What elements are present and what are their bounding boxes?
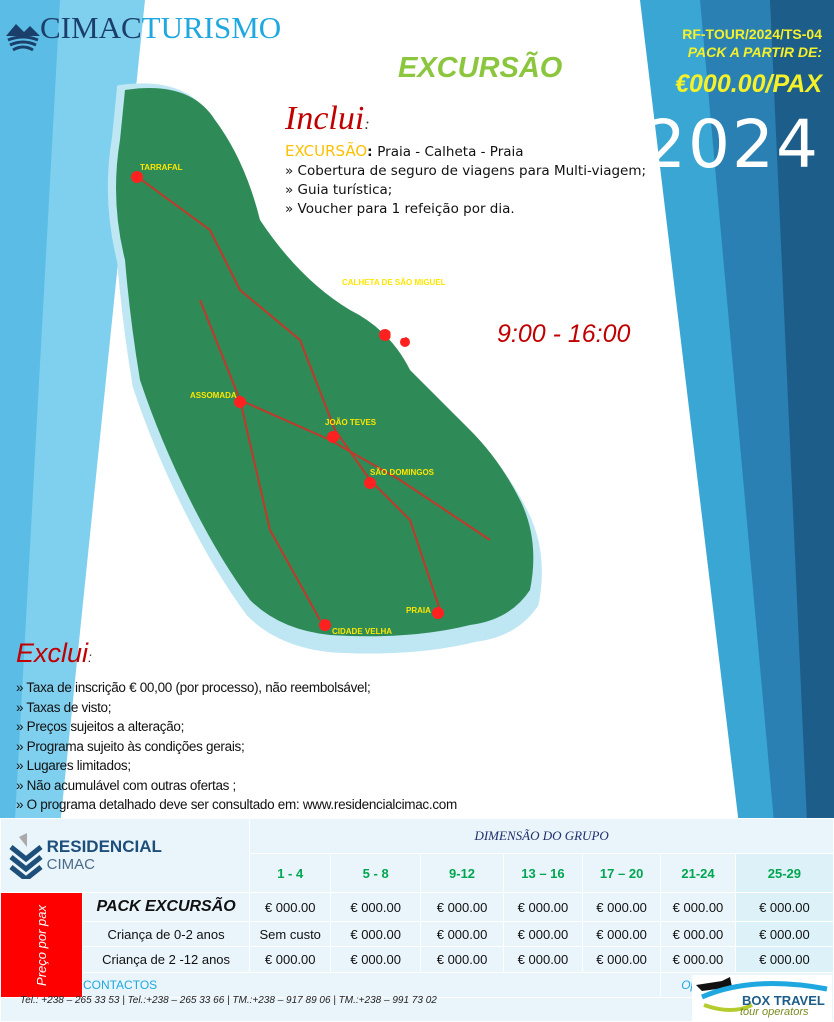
exclui-item: » Não acumulável com outras ofertas ; (16, 777, 237, 793)
range-header: 21-24 (660, 853, 736, 893)
exclui-heading: Exclui: (16, 638, 92, 668)
inclui-heading: Inclui: (285, 100, 370, 137)
exclui-item: » Programa sujeito às condições gerais; (16, 738, 245, 754)
range-header: 25-29 (734, 853, 834, 893)
exclui-item: » O programa detalhado deve ser consulta… (16, 797, 457, 812)
map-label: PRAIA (406, 606, 431, 615)
map-label: PEDRA BADEJO (390, 331, 453, 340)
table-row: Criança de 2 -12 anos € 000.00 € 000.00 € … (1, 946, 834, 973)
range-header: 13 – 16 (502, 853, 584, 893)
map-label: CALHETA DE SÃO MIGUEL (342, 278, 446, 287)
schedule-time: 9:00 - 16:00 (497, 320, 631, 348)
table-row: Preço por pax PACK EXCURSÃO € 000.00 € 00… (0, 892, 834, 998)
contact-phones: Tel.: +238 – 265 33 53 | Tel.:+238 – 265… (20, 995, 437, 1006)
price-table: RESIDENCIAL CIMAC DIMENSÃO DO GRUPO 1 - 4… (0, 818, 834, 1022)
exclui-list: » Taxa de inscrição € 00,00 (por process… (16, 678, 457, 815)
range-header: 5 - 8 (330, 853, 422, 893)
residencial-logo: RESIDENCIAL CIMAC (0, 818, 251, 893)
map-label: ASSOMADA (190, 391, 237, 400)
boat-wave-icon (696, 977, 828, 1012)
year: 2024 (644, 106, 820, 183)
residencial-logo-icon (9, 832, 43, 882)
page-title: EXCURSÃO (398, 52, 563, 84)
inclui-item: » Guia turística; (285, 182, 393, 198)
map-label: JOÃO TEVES (325, 418, 377, 427)
exclui-item: » Taxas de visto; (16, 699, 112, 715)
exclui-item: » Preços sujeitos a alteração; (16, 719, 185, 734)
range-header: 9-12 (420, 853, 504, 893)
map-label: TARRAFAL (140, 163, 183, 172)
group-size-header: DIMENSÃO DO GRUPO (249, 818, 834, 854)
cimac-logo-icon (6, 24, 40, 52)
inclui-item: » Cobertura de seguro de viagens para Mu… (285, 163, 647, 179)
reference-code: RF-TOUR/2024/TS-04 (682, 26, 822, 42)
range-header: 17 – 20 (582, 853, 662, 893)
contacts-label: CONTACTOS (81, 972, 662, 998)
inclui-item: » Voucher para 1 refeição por dia. (285, 201, 515, 217)
pack-label: PACK A PARTIR DE: (687, 44, 822, 60)
inclui-list: EXCURSÃO: Praia - Calheta - Praia » Cobe… (285, 142, 647, 217)
brand-logo: CIMACTURISMO (40, 10, 282, 45)
map-label: CIDADE VELHA (332, 627, 392, 636)
exclui-item: » Lugares limitados; (16, 758, 131, 773)
exclui-item: » Taxa de inscrição € 00,00 (por process… (16, 680, 371, 695)
range-header: 1 - 4 (249, 853, 332, 893)
map-label: SÃO DOMINGOS (370, 468, 435, 477)
price: €000.00/PAX (675, 70, 822, 98)
price-per-pax-label: Preço por pax (0, 892, 83, 998)
island-map: TARRAFAL CALHETA DE SÃO MIGUEL PEDRA BAD… (107, 83, 542, 654)
box-travel-logo: BOX TRAVEL tour operators (692, 975, 832, 1021)
table-row: Criança de 0-2 anos Sem custo € 000.00 € 0… (1, 921, 834, 947)
